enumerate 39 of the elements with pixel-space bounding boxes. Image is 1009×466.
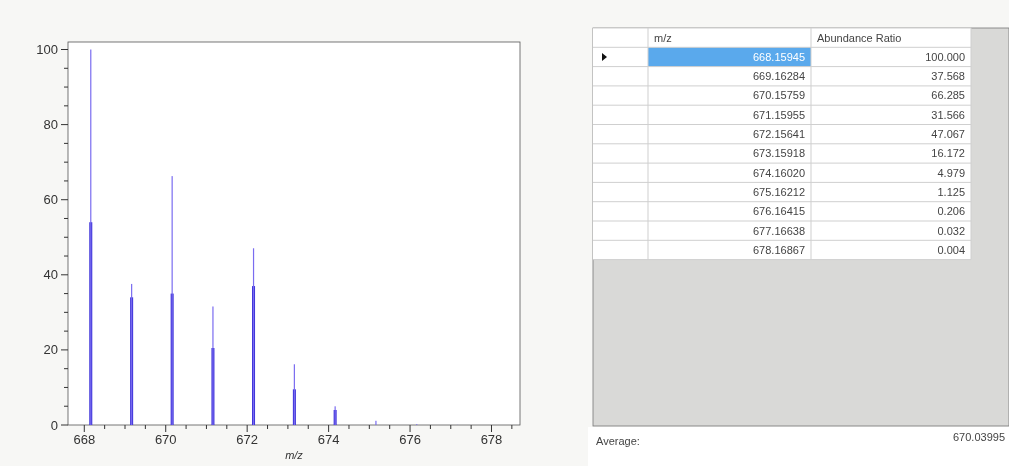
x-tick-label: 678 bbox=[480, 432, 503, 447]
x-tick-label: 670 bbox=[154, 432, 177, 447]
x-axis-title: m/z bbox=[285, 449, 304, 461]
x-tick-label: 674 bbox=[317, 432, 340, 447]
text: 677.16638 bbox=[753, 224, 805, 237]
text: 4.979 bbox=[937, 166, 965, 179]
text: 668.15945 bbox=[753, 50, 805, 63]
text: 675.16212 bbox=[753, 185, 805, 198]
text: 47.067 bbox=[931, 128, 965, 140]
y-tick-label: 20 bbox=[43, 342, 58, 358]
text: 1.125 bbox=[937, 185, 965, 198]
x-tick-label: 672 bbox=[236, 432, 259, 447]
text: 0.004 bbox=[937, 243, 965, 256]
text: 0.206 bbox=[937, 205, 965, 218]
text: 671.15955 bbox=[753, 108, 805, 121]
y-tick-label: 40 bbox=[43, 267, 58, 283]
y-tick-label: 100 bbox=[36, 42, 58, 58]
text: Average: bbox=[596, 434, 640, 447]
text: 669.16284 bbox=[753, 70, 805, 83]
text: 670.15759 bbox=[753, 89, 805, 102]
x-tick-label: 668 bbox=[73, 432, 96, 447]
text: 16.172 bbox=[931, 147, 965, 160]
text: 673.15918 bbox=[753, 147, 805, 160]
text: 676.16415 bbox=[753, 205, 805, 218]
text: 670.03995 bbox=[953, 430, 1005, 443]
text: 37.568 bbox=[931, 70, 965, 83]
text: 672.15641 bbox=[753, 128, 805, 140]
y-tick-label: 80 bbox=[43, 117, 58, 133]
text: 674.16020 bbox=[753, 166, 805, 179]
text: 100.000 bbox=[925, 50, 965, 63]
text: 31.566 bbox=[931, 108, 965, 121]
text: m/z bbox=[654, 31, 672, 44]
x-tick-label: 676 bbox=[399, 432, 421, 447]
text: Abundance Ratio bbox=[817, 31, 902, 44]
y-tick-label: 60 bbox=[43, 192, 58, 208]
text: 0.032 bbox=[937, 224, 965, 237]
text: 66.285 bbox=[931, 89, 965, 102]
text: 678.16867 bbox=[753, 243, 805, 256]
y-tick-label: 0 bbox=[50, 417, 58, 433]
